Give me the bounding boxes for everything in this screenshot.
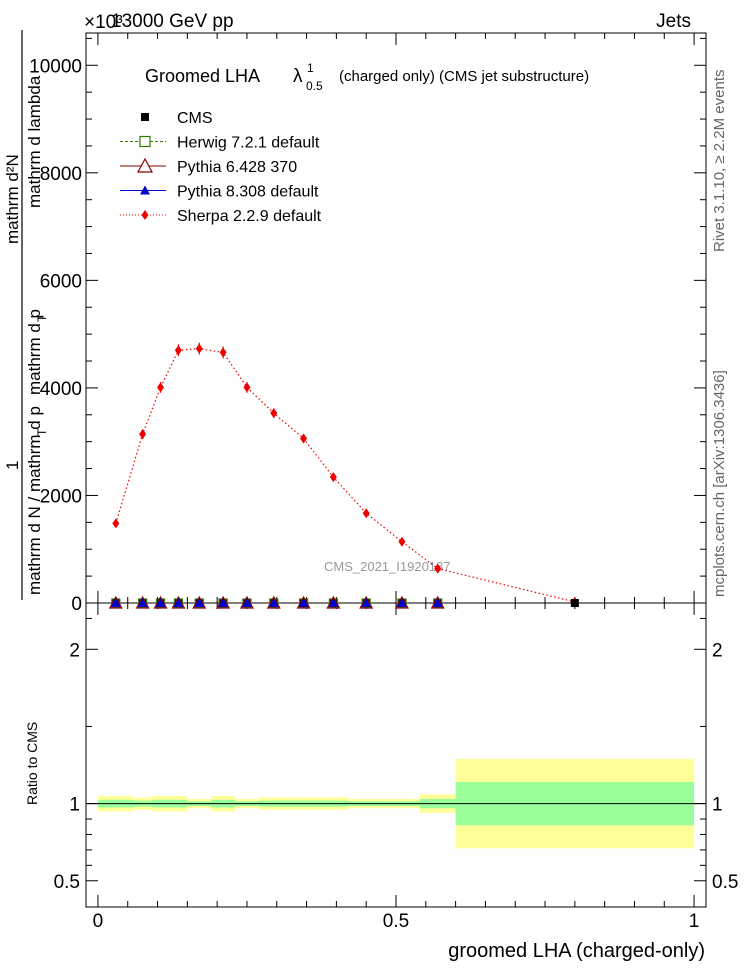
series-point [361, 598, 372, 607]
series-point [110, 598, 121, 607]
sherpa-point [157, 382, 165, 393]
legend-label: Herwig 7.2.1 default [177, 135, 320, 152]
ratio-ytick-label: 1 [69, 795, 80, 816]
title-sub: 0.5 [306, 79, 323, 93]
series-point [173, 598, 184, 607]
series-point [192, 595, 207, 609]
series-point [298, 598, 309, 607]
ratio-xtick-label: 0.5 [383, 911, 409, 932]
ratio-ytick-label: 0.5 [54, 872, 80, 893]
legend-marker [141, 210, 149, 220]
xlabel: groomed LHA (charged-only) [448, 940, 705, 962]
main-ytick-label: 10000 [29, 56, 82, 77]
ratio-panel: 0 0.5 1 0.5 0.5 1 1 2 2 [54, 602, 738, 932]
series-point [153, 595, 168, 609]
series-point [135, 595, 150, 609]
legend-item: Pythia 8.308 default [120, 184, 319, 201]
series-point [194, 598, 205, 607]
plot-title: Groomed LHA λ 1 0.5 (charged only) (CMS … [145, 61, 589, 93]
series-point [268, 598, 279, 607]
energy-label: 13000 GeV pp [111, 11, 234, 32]
main-panel: 0 2000 4000 6000 8000 10000 [29, 32, 707, 615]
sherpa-point [300, 433, 308, 444]
series-point [239, 595, 254, 609]
series-point [137, 598, 148, 607]
sherpa-point [139, 429, 147, 440]
legend-item: Herwig 7.2.1 default [120, 135, 320, 152]
ratio-xtick-label: 0 [93, 911, 104, 932]
sherpa-point [243, 382, 251, 393]
ylabel-part-4: mathrm d lambda [25, 75, 44, 208]
ylabel-part-6: mathrm d²N [3, 154, 22, 244]
legend-marker [140, 185, 150, 195]
main-ylabel: mathrm d N / mathrm d p T mathrm d p T m… [3, 30, 49, 600]
title-rest: (charged only) (CMS jet substructure) [339, 68, 589, 85]
legend-label: Pythia 8.308 default [177, 184, 319, 201]
series-point [326, 595, 341, 609]
ratio-ylabel: Ratio to CMS [24, 722, 40, 805]
legend-label: CMS [177, 110, 213, 127]
ylabel-part-3: T [35, 314, 49, 322]
series-point [430, 595, 445, 609]
main-ytick-label: 2000 [40, 486, 82, 507]
legend-label: Sherpa 2.2.9 default [177, 208, 322, 225]
ylabel-part-0: mathrm d N / mathrm d p [25, 406, 44, 595]
title-main: Groomed LHA [145, 66, 260, 86]
ylabel-part-1: T [35, 428, 49, 436]
sherpa-point [434, 563, 442, 574]
legend-marker [136, 157, 154, 173]
mcplots-label: mcplots.cern.ch [arXiv:1306.3436] [711, 370, 728, 597]
main-ytick-label: 0 [71, 594, 82, 615]
series-point [241, 598, 252, 607]
series-point [266, 595, 281, 609]
sherpa-point [219, 347, 227, 358]
watermark: CMS_2021_I1920187 [324, 559, 451, 574]
exponent-label: ×10³ [84, 12, 123, 33]
rivet-label: Rivet 3.1.10, ≥ 2.2M events [711, 70, 728, 253]
series-point [328, 598, 339, 607]
sherpa-point [398, 536, 406, 547]
ylabel-part-2: mathrm d p [25, 309, 44, 395]
sherpa-point [112, 518, 120, 529]
main-ytick-label: 8000 [40, 164, 82, 185]
series-point [396, 598, 407, 607]
series-point [359, 595, 374, 609]
series-point [218, 598, 229, 607]
cms-point [570, 599, 579, 607]
sherpa-point [174, 345, 182, 356]
ratio-ytick-label-right: 0.5 [712, 872, 738, 893]
series-point [216, 595, 231, 609]
series-point [394, 595, 409, 609]
ratio-ytick-label-right: 1 [712, 795, 723, 816]
ratio-frame [85, 602, 707, 908]
series-point [171, 595, 186, 609]
sherpa-point [195, 343, 203, 354]
ylabel-part-5: 1 [3, 461, 22, 470]
main-ytick-label: 4000 [40, 379, 82, 400]
legend-marker [139, 135, 151, 148]
sherpa-point [270, 408, 278, 419]
series-point [296, 595, 311, 609]
title-lambda: λ [293, 66, 303, 87]
ratio-xtick-label: 1 [689, 911, 700, 932]
sherpa-point [362, 508, 370, 519]
series-point [108, 595, 123, 609]
legend-item: CMS [141, 110, 213, 127]
ratio-ytick-label-right: 2 [712, 640, 723, 661]
series-point [432, 598, 443, 607]
series-point [155, 598, 166, 607]
legend-label: Pythia 6.428 370 [177, 159, 297, 176]
legend-marker [141, 113, 149, 121]
legend: CMS Herwig 7.2.1 default Pythia 6.428 370 P… [120, 110, 322, 225]
legend-item: Pythia 6.428 370 [120, 157, 297, 176]
sherpa-point [329, 472, 337, 483]
category-label: Jets [656, 11, 691, 32]
title-sup: 1 [307, 61, 314, 75]
main-ytick-label: 6000 [40, 271, 82, 292]
ratio-ytick-label: 2 [69, 640, 80, 661]
legend-item: Sherpa 2.2.9 default [120, 208, 322, 225]
